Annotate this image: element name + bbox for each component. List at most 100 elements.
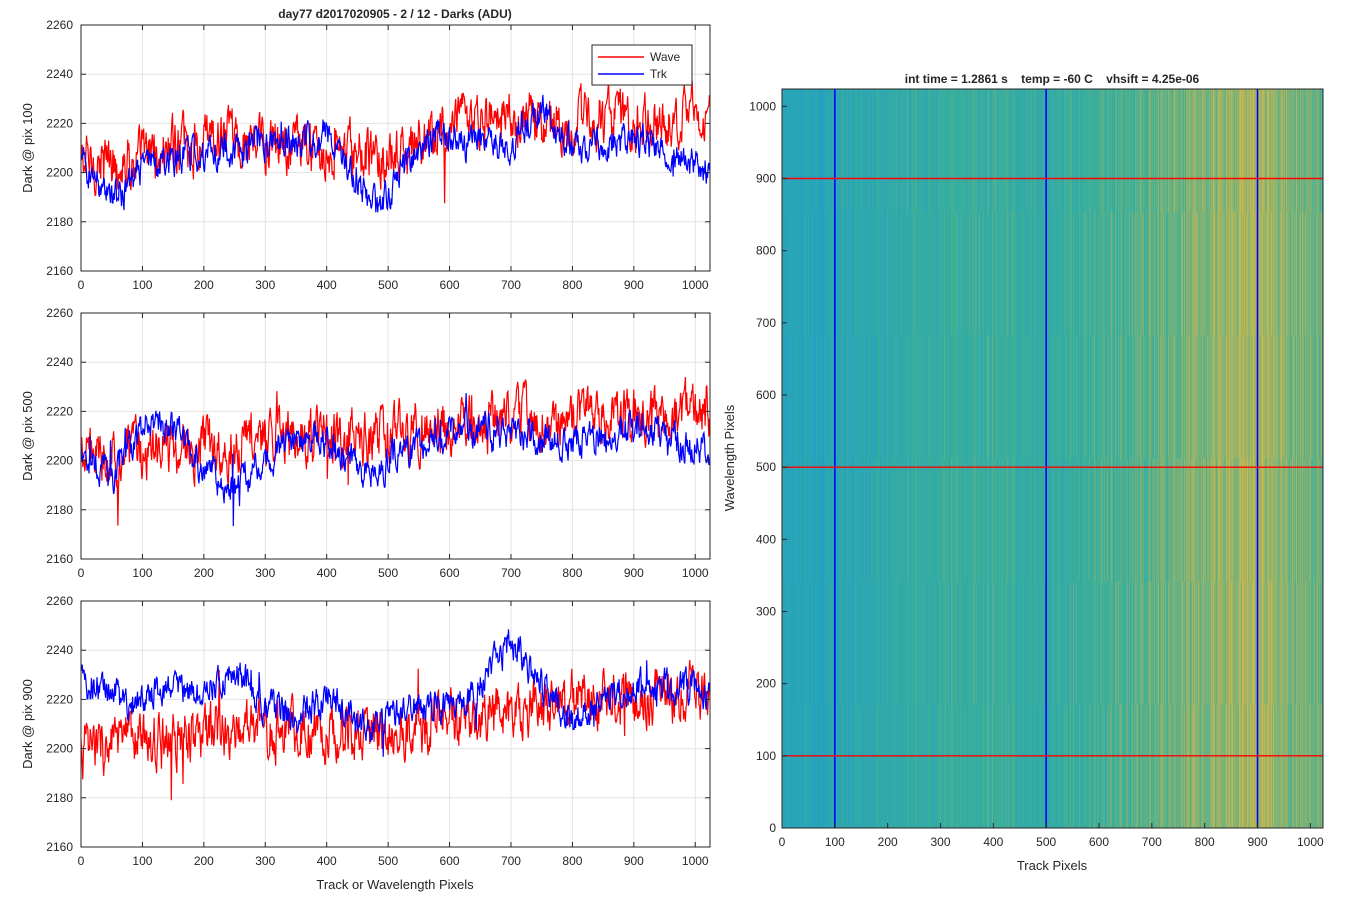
heat-cell	[1034, 704, 1036, 829]
heat-cell	[963, 335, 965, 459]
heat-cell	[1282, 89, 1284, 213]
heat-cell	[1182, 581, 1184, 706]
heat-cell	[1014, 89, 1016, 213]
heat-cell	[816, 212, 818, 336]
heat-cell	[1010, 704, 1012, 829]
heat-cell	[812, 212, 814, 336]
heat-cell	[984, 581, 986, 706]
heat-cell	[833, 458, 835, 583]
heat-cell	[1044, 458, 1046, 583]
heat-cell	[1267, 581, 1269, 706]
heat-cell	[1195, 89, 1197, 213]
heat-cell	[1016, 581, 1018, 706]
heat-cell	[1087, 89, 1089, 213]
heat-cell	[1285, 581, 1287, 706]
heat-cell	[926, 581, 928, 706]
heat-cell	[1235, 581, 1237, 706]
heat-cell	[1127, 335, 1129, 459]
heat-cell	[1058, 581, 1060, 706]
heat-cell	[793, 704, 795, 829]
heat-cell	[978, 212, 980, 336]
heat-cell	[1234, 89, 1236, 213]
heat-cell	[1287, 89, 1289, 213]
heat-cell	[1044, 335, 1046, 459]
heat-cell	[918, 458, 920, 583]
heat-cell	[1261, 212, 1263, 336]
heat-cell	[936, 704, 938, 829]
heat-cell	[900, 458, 902, 583]
heat-cell	[1248, 335, 1250, 459]
heat-cell	[1280, 581, 1282, 706]
heat-cell	[1263, 581, 1265, 706]
heat-cell	[1062, 581, 1064, 706]
heat-cell	[1024, 704, 1026, 829]
heat-cell	[918, 581, 920, 706]
x-tick-label: 600	[440, 566, 460, 580]
heat-cell	[982, 212, 984, 336]
heat-cell	[933, 89, 935, 213]
heat-cell	[1286, 581, 1288, 706]
y-tick-label: 2180	[46, 503, 73, 517]
heat-cell	[1259, 335, 1261, 459]
heat-cell	[1100, 89, 1102, 213]
heat-cell	[1269, 212, 1271, 336]
heat-cell	[947, 335, 949, 459]
heat-cell	[1166, 212, 1168, 336]
heat-cell	[1219, 458, 1221, 583]
heat-cell	[1047, 581, 1049, 706]
heat-cell	[904, 458, 906, 583]
heat-cell	[1277, 458, 1279, 583]
heat-cell	[804, 212, 806, 336]
heat-cell	[794, 212, 796, 336]
heat-cell	[1118, 704, 1120, 829]
heat-cell	[1185, 581, 1187, 706]
heat-cell	[1118, 89, 1120, 213]
heat-cell	[1144, 335, 1146, 459]
heat-cell	[1128, 704, 1130, 829]
heat-cell	[946, 581, 948, 706]
heat-cell	[930, 335, 932, 459]
heat-cell	[809, 89, 811, 213]
heat-y-tick-label: 300	[756, 604, 776, 618]
heat-cell	[1228, 335, 1230, 459]
heat-cell	[1103, 212, 1105, 336]
heat-cell	[1099, 704, 1101, 829]
heat-cell	[1103, 581, 1105, 706]
heat-cell	[979, 704, 981, 829]
heat-cell	[1143, 89, 1145, 213]
heat-cell	[1254, 212, 1256, 336]
heat-cell	[941, 89, 943, 213]
heat-cell	[1162, 212, 1164, 336]
heat-cell	[954, 458, 956, 583]
heat-cell	[1272, 458, 1274, 583]
heat-cell	[1027, 458, 1029, 583]
heat-cell	[1316, 581, 1318, 706]
heat-cell	[882, 89, 884, 213]
heat-cell	[1085, 89, 1087, 213]
heat-cell	[1293, 89, 1295, 213]
heat-cell	[892, 335, 894, 459]
heat-cell	[845, 335, 847, 459]
heat-cell	[1210, 212, 1212, 336]
heat-cell	[1002, 581, 1004, 706]
heat-cell	[865, 212, 867, 336]
panel1-legend: Wave Trk	[591, 44, 693, 86]
series-line-wave	[80, 80, 711, 204]
heat-cell	[1242, 212, 1244, 336]
heat-cell	[1306, 704, 1308, 829]
heat-cell	[951, 704, 953, 829]
heat-cell	[1099, 212, 1101, 336]
heat-cell	[959, 212, 961, 336]
heat-cell	[1040, 89, 1042, 213]
heat-cell	[931, 458, 933, 583]
heat-cell	[886, 458, 888, 583]
heat-cell	[825, 581, 827, 706]
heat-cell	[1315, 458, 1317, 583]
heat-cell	[928, 458, 930, 583]
heat-cell	[1132, 89, 1134, 213]
heat-cell	[981, 212, 983, 336]
heat-cell	[1173, 212, 1175, 336]
heat-cell	[989, 704, 991, 829]
heat-cell	[984, 458, 986, 583]
heat-cell	[812, 581, 814, 706]
